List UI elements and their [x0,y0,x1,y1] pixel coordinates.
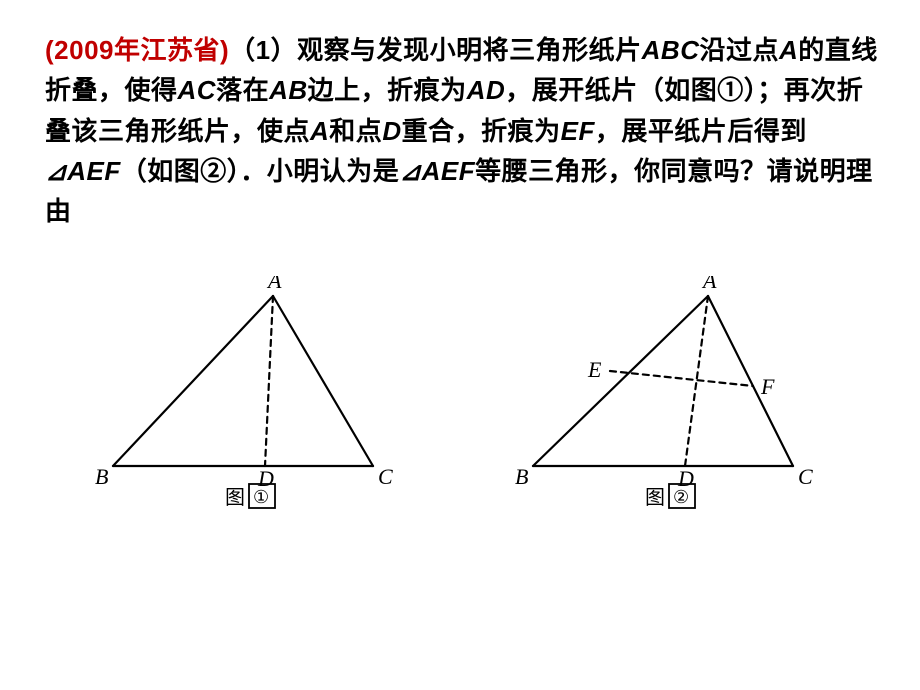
var-aef2: ⊿AEF [399,156,475,186]
figure-2-svg: ABCDEF图② [513,276,833,516]
var-a1: A [779,35,798,65]
t1: 观察与发现小明将三角形纸片 [297,35,642,65]
svg-text:F: F [760,374,775,399]
figure-1-svg: ABCD图① [93,276,403,516]
svg-text:A: A [266,276,282,293]
t4: 落在 [216,75,269,105]
svg-text:B: B [95,464,108,489]
svg-text:B: B [515,464,528,489]
figure-1: ABCD图① [93,276,403,516]
t10: （如图②）．小明认为是 [121,156,400,186]
t8: 重合，折痕为 [402,116,561,146]
var-ac: AC [178,75,217,105]
svg-text:C: C [798,464,813,489]
figures-row: ABCD图① ABCDEF图② [45,276,880,516]
var-ad: AD [467,75,506,105]
svg-text:A: A [701,276,717,293]
page-container: (2009年江苏省)（1）观察与发现小明将三角形纸片ABC沿过点A的直线折叠，使… [0,0,920,516]
svg-text:图: 图 [225,487,245,509]
problem-text: (2009年江苏省)（1）观察与发现小明将三角形纸片ABC沿过点A的直线折叠，使… [45,30,880,231]
var-ab: AB [269,75,308,105]
var-d: D [382,116,401,146]
t5: 边上，折痕为 [308,75,467,105]
source-label: (2009年江苏省) [45,35,229,65]
t7: 和点 [329,116,382,146]
figure-2: ABCDEF图② [513,276,833,516]
var-a2: A [310,116,329,146]
var-aef1: ⊿AEF [45,156,121,186]
svg-text:C: C [378,464,393,489]
svg-text:图: 图 [645,487,665,509]
t2: 沿过点 [700,35,780,65]
part-label: （1） [229,35,297,65]
var-ef: EF [561,116,595,146]
svg-text:①: ① [253,487,269,507]
svg-text:②: ② [673,487,689,507]
svg-text:E: E [587,357,602,382]
t9: ，展平纸片后得到 [595,116,807,146]
var-abc: ABC [642,35,700,65]
